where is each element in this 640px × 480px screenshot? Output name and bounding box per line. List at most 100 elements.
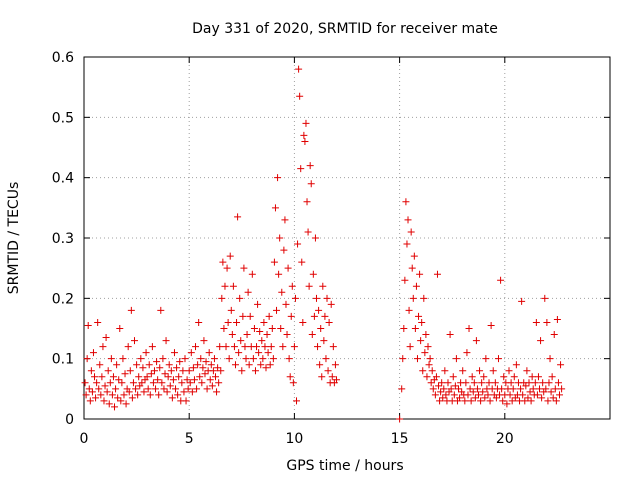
- data-point: [415, 312, 423, 320]
- data-point: [135, 373, 143, 381]
- y-tick-label: 0.2: [52, 291, 74, 307]
- data-point: [200, 337, 208, 345]
- data-point: [491, 379, 499, 387]
- data-point: [332, 376, 340, 384]
- data-point: [282, 300, 290, 308]
- data-point: [193, 385, 201, 393]
- data-point: [327, 300, 335, 308]
- data-point: [492, 394, 500, 402]
- chart-title: Day 331 of 2020, SRMTID for receiver mat…: [192, 21, 498, 37]
- data-point: [196, 373, 204, 381]
- data-point: [437, 388, 445, 396]
- data-point: [137, 355, 145, 363]
- data-point: [419, 367, 427, 375]
- y-axis-ticks: 0 0.1 0.2 0.3 0.4 0.5 0.6: [52, 50, 610, 428]
- data-point: [277, 325, 285, 332]
- data-point: [558, 385, 566, 393]
- data-point: [264, 349, 272, 357]
- data-point: [91, 373, 99, 381]
- data-point: [305, 282, 313, 290]
- data-point: [92, 394, 100, 402]
- data-point: [113, 361, 121, 369]
- data-point: [315, 306, 323, 314]
- data-point: [267, 343, 275, 351]
- data-point: [294, 240, 302, 248]
- data-point: [524, 394, 532, 402]
- data-point: [161, 370, 169, 378]
- data-point: [203, 385, 211, 393]
- data-point: [444, 379, 452, 387]
- data-point: [405, 306, 413, 314]
- data-point: [329, 343, 337, 351]
- data-point: [122, 400, 130, 408]
- data-point: [463, 349, 471, 357]
- data-point: [487, 321, 495, 329]
- data-point: [184, 385, 192, 393]
- data-point: [424, 343, 432, 351]
- data-point: [400, 325, 408, 332]
- data-point: [452, 355, 460, 363]
- data-point: [481, 394, 489, 402]
- data-point: [195, 318, 203, 326]
- data-point: [435, 382, 443, 390]
- data-point: [302, 119, 310, 127]
- data-point: [237, 337, 245, 345]
- data-point: [284, 264, 292, 272]
- data-point: [108, 391, 116, 399]
- data-point: [257, 361, 265, 369]
- y-axis-label: SRMTID / TECUs: [6, 182, 22, 295]
- y-tick-label: 0.1: [52, 352, 74, 368]
- data-point: [187, 349, 195, 357]
- data-point: [148, 343, 156, 351]
- data-point: [107, 355, 115, 363]
- data-point: [105, 400, 113, 408]
- data-point: [241, 343, 249, 351]
- data-point: [185, 367, 193, 375]
- data-point: [441, 367, 449, 375]
- data-point: [159, 355, 167, 363]
- data-point: [498, 385, 506, 393]
- data-point: [398, 385, 406, 393]
- data-point: [396, 415, 404, 423]
- data-point: [103, 388, 111, 396]
- data-point: [521, 397, 529, 405]
- data-point: [507, 379, 515, 387]
- data-point: [466, 385, 474, 393]
- data-point: [539, 379, 547, 387]
- data-point: [322, 355, 330, 363]
- data-point: [228, 331, 236, 339]
- data-point: [548, 373, 556, 381]
- data-point: [145, 361, 153, 369]
- data-point: [286, 373, 294, 381]
- data-point: [527, 397, 535, 405]
- data-point: [213, 388, 221, 396]
- data-point: [526, 388, 534, 396]
- data-point: [536, 385, 544, 393]
- data-point: [86, 397, 94, 405]
- data-point: [94, 318, 102, 326]
- data-point: [309, 270, 317, 278]
- data-point: [279, 343, 287, 351]
- data-point: [545, 379, 553, 387]
- data-point: [411, 325, 419, 332]
- data-point: [265, 312, 273, 320]
- data-point: [183, 376, 191, 384]
- data-point: [299, 318, 307, 326]
- data-point: [138, 379, 146, 387]
- x-tick-label: 20: [496, 431, 514, 447]
- data-point: [126, 367, 134, 375]
- data-point: [503, 400, 511, 408]
- data-point: [541, 294, 549, 302]
- data-point: [98, 373, 106, 381]
- data-point: [506, 391, 514, 399]
- data-point: [209, 367, 217, 375]
- data-point: [119, 355, 127, 363]
- data-point: [531, 379, 539, 387]
- data-point: [166, 382, 174, 390]
- data-point: [432, 373, 440, 381]
- data-point: [462, 379, 470, 387]
- data-point: [500, 373, 508, 381]
- data-point: [154, 376, 162, 384]
- data-point: [508, 397, 516, 405]
